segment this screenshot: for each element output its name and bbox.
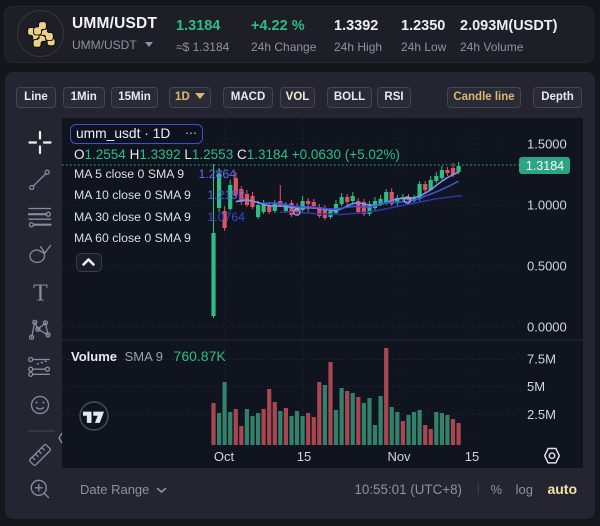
svg-text:7.5M: 7.5M	[527, 352, 556, 367]
svg-text:5M: 5M	[527, 379, 545, 394]
svg-text:Nov: Nov	[387, 449, 411, 464]
svg-text:Oct: Oct	[214, 449, 235, 464]
svg-text:15: 15	[297, 449, 311, 464]
svg-text:1.3184: 1.3184	[526, 159, 564, 173]
svg-text:1.0000: 1.0000	[527, 198, 567, 213]
svg-text:15: 15	[465, 449, 479, 464]
svg-text:0.5000: 0.5000	[527, 259, 567, 274]
svg-text:0.0000: 0.0000	[527, 320, 567, 335]
svg-text:1.5000: 1.5000	[527, 137, 567, 152]
svg-text:2.5M: 2.5M	[527, 407, 556, 422]
svg-text:T: T	[33, 281, 48, 307]
